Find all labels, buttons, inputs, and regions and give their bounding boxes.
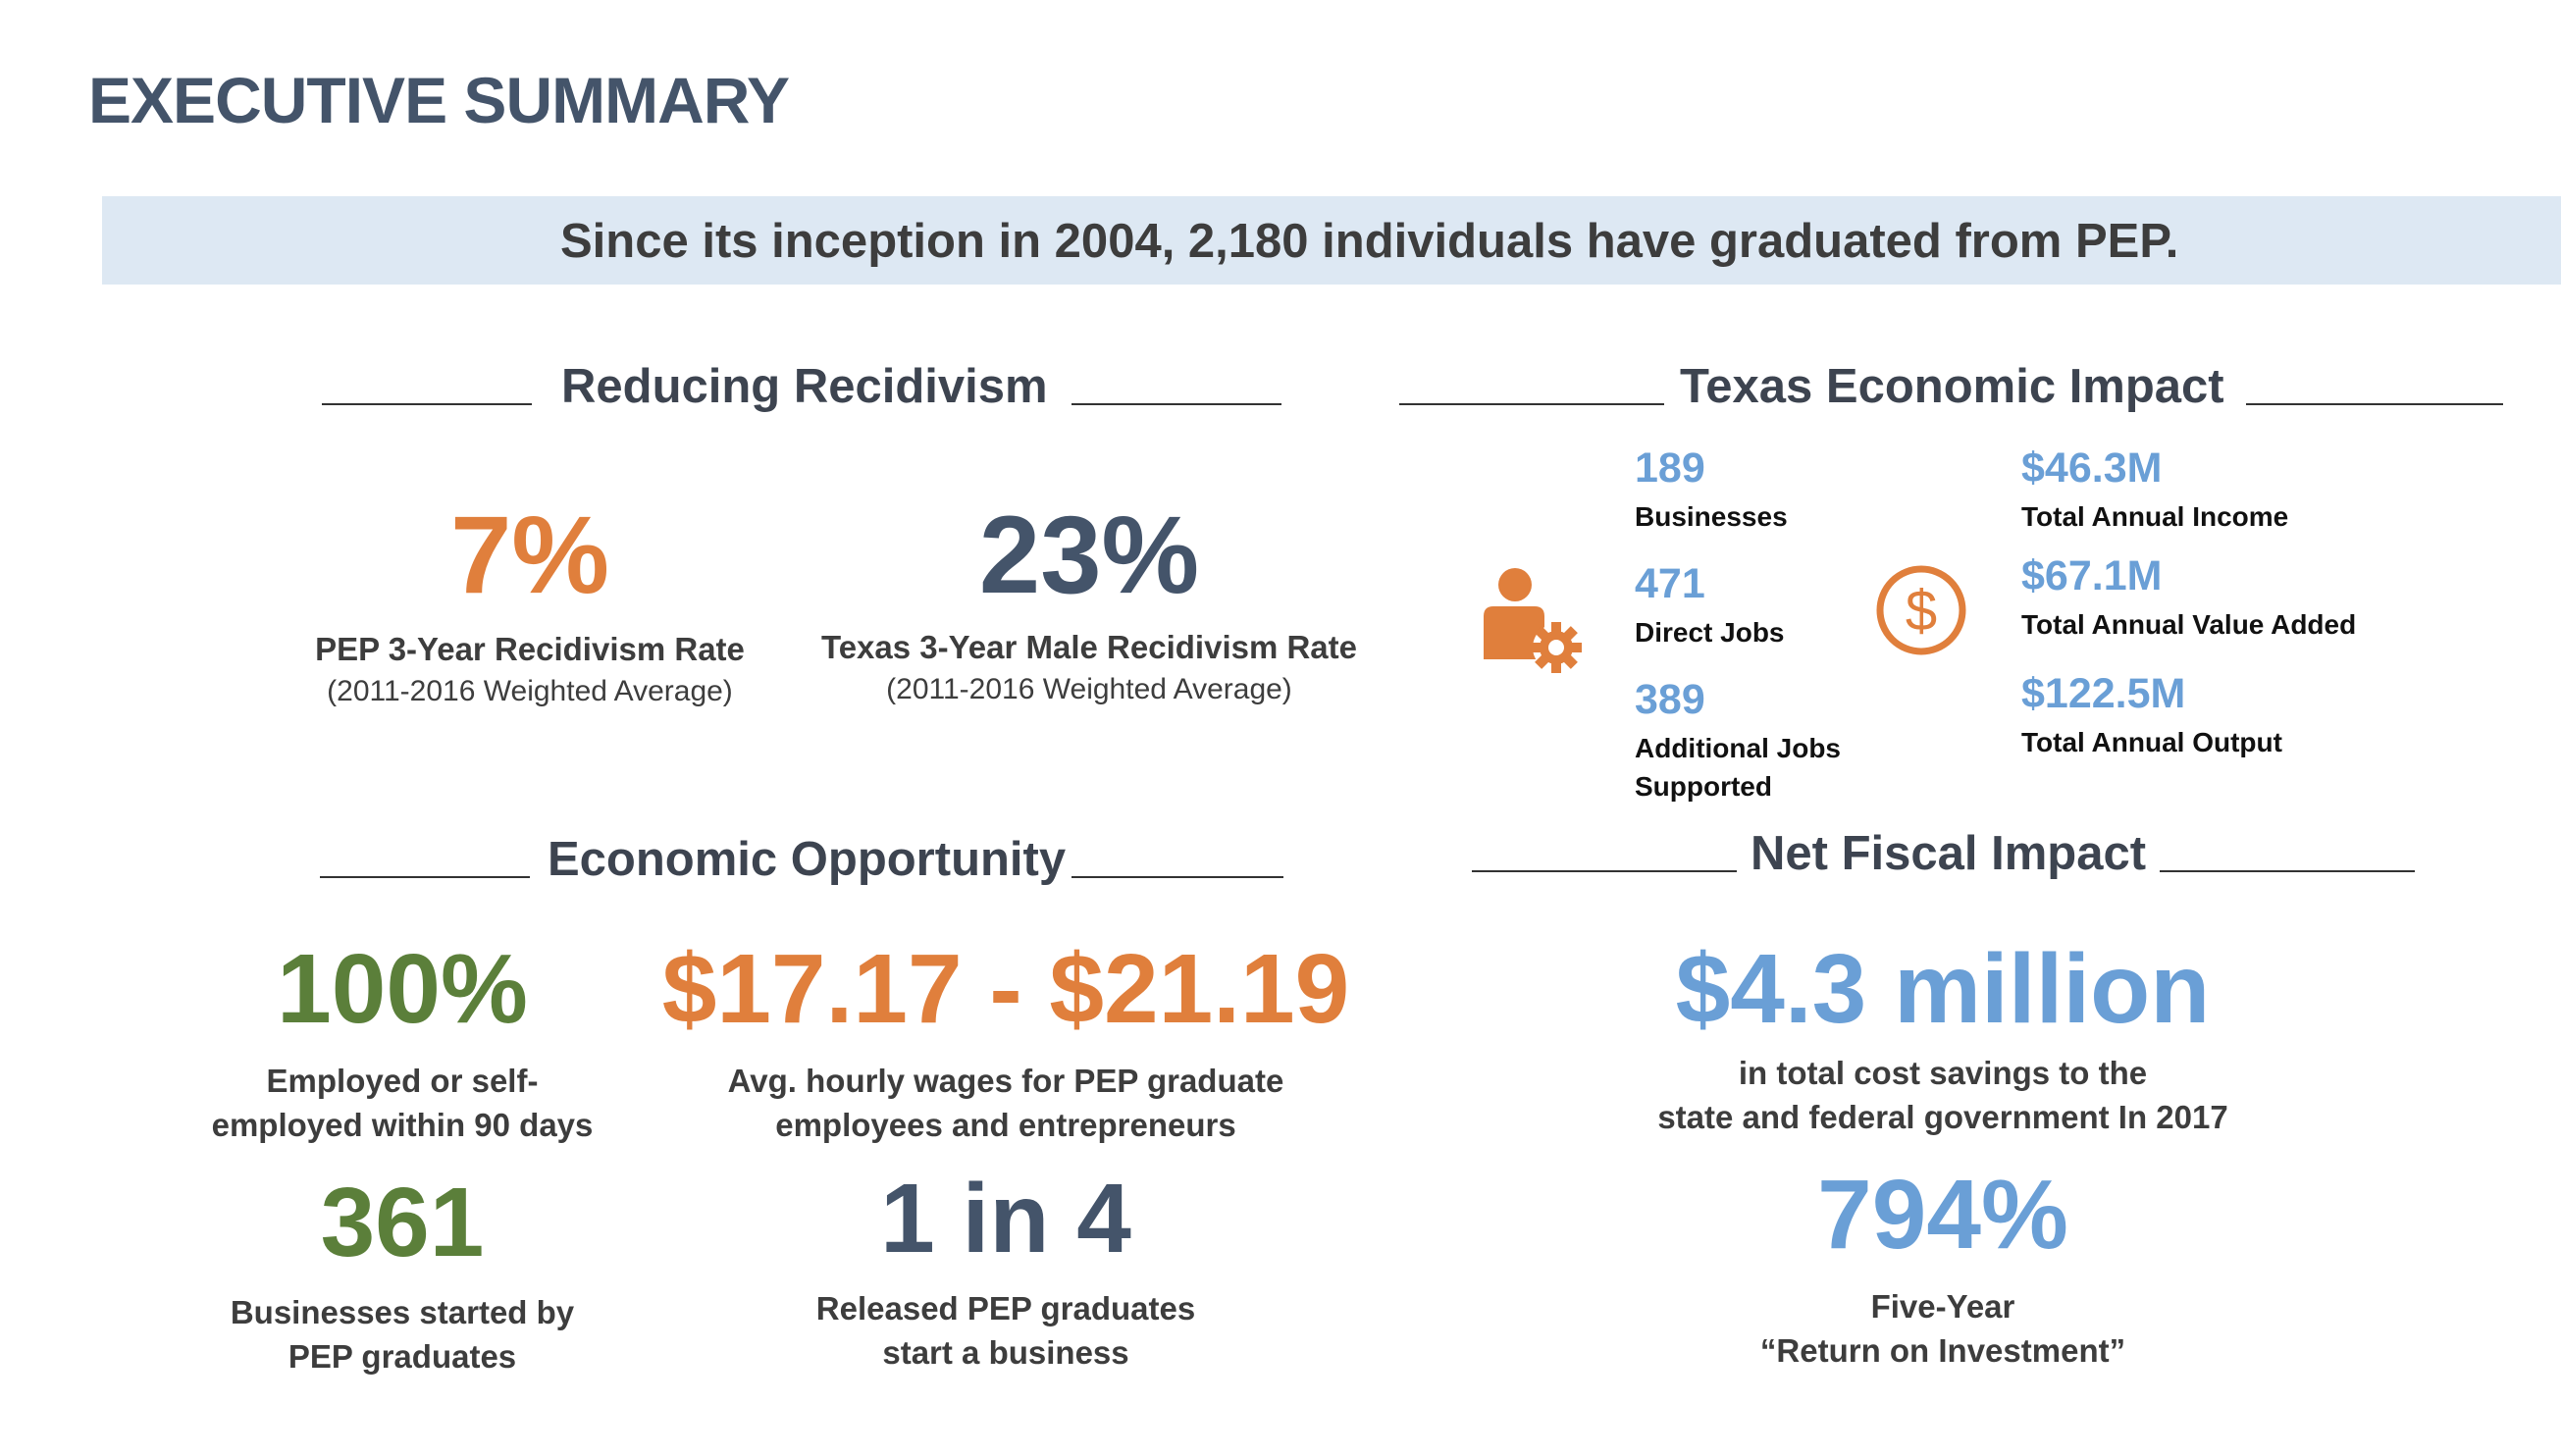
- cost-savings-value: $4.3 million: [1675, 934, 2211, 1044]
- economic-item: $67.1M Total Annual Value Added: [2021, 555, 2356, 673]
- texas-recidivism-stat: 23% Texas 3-Year Male Recidivism Rate (2…: [814, 500, 1364, 708]
- person-gear-icon: [1480, 567, 1588, 681]
- pep-recidivism-label: PEP 3-Year Recidivism Rate: [315, 631, 745, 667]
- economic-value: 471: [1635, 560, 1705, 607]
- businesses-started-line2: PEP graduates: [287, 1337, 517, 1375]
- ratio-line2: start a business: [882, 1333, 1129, 1371]
- heading-rule-right: [1071, 876, 1284, 878]
- economic-left-column: 189 Businesses 471 Direct Jobs 389 Addit…: [1635, 447, 1841, 806]
- employed-line1: Employed or self-: [266, 1063, 539, 1099]
- economic-impact-heading-text: Texas Economic Impact: [1680, 360, 2224, 413]
- ratio-stat: 1 in 4 Released PEP graduates start a bu…: [706, 1170, 1305, 1375]
- dollar-circle-icon: $: [1874, 563, 1968, 657]
- heading-rule-right: [1071, 403, 1281, 405]
- opportunity-heading-text: Economic Opportunity: [548, 833, 1067, 886]
- pep-recidivism-stat: 7% PEP 3-Year Recidivism Rate (2011-2016…: [285, 500, 775, 710]
- wages-line1: Avg. hourly wages for PEP graduate: [727, 1063, 1284, 1099]
- wages-line2: employees and entrepreneurs: [775, 1106, 1236, 1143]
- roi-line1: Five-Year: [1870, 1288, 2015, 1325]
- economic-label: Direct Jobs: [1635, 617, 1785, 648]
- fiscal-heading-text: Net Fiscal Impact: [1751, 827, 2147, 880]
- roi-line2: “Return on Investment”: [1759, 1331, 2126, 1369]
- economic-item: 471 Direct Jobs: [1635, 563, 1841, 679]
- economic-value: $67.1M: [2021, 552, 2163, 599]
- economic-label: Total Annual Income: [2021, 501, 2289, 532]
- roi-value: 794%: [1817, 1160, 2068, 1270]
- texas-recidivism-value: 23%: [978, 494, 1200, 616]
- wages-stat: $17.17 - $21.19 Avg. hourly wages for PE…: [618, 940, 1393, 1147]
- economic-value: 189: [1635, 444, 1705, 492]
- economic-right-column: $46.3M Total Annual Income $67.1M Total …: [2021, 447, 2356, 761]
- economic-label: Additional Jobs: [1635, 733, 1841, 763]
- fiscal-heading: Net Fiscal Impact: [1472, 826, 2416, 881]
- economic-item: $122.5M Total Annual Output: [2021, 673, 2356, 761]
- economic-label: Businesses: [1635, 501, 1788, 532]
- texas-recidivism-sub: (2011-2016 Weighted Average): [886, 672, 1292, 705]
- economic-label: Total Annual Value Added: [2021, 609, 2357, 640]
- roi-stat: 794% Five-Year “Return on Investment”: [1648, 1166, 2237, 1373]
- cost-savings-line1: in total cost savings to the: [1738, 1055, 2148, 1091]
- businesses-started-line1: Businesses started by: [230, 1294, 575, 1330]
- opportunity-heading: Economic Opportunity: [320, 832, 1284, 887]
- heading-rule-left: [320, 876, 530, 878]
- summary-banner: Since its inception in 2004, 2,180 indiv…: [102, 196, 2561, 285]
- cost-savings-line2: state and federal government In 2017: [1657, 1098, 2228, 1135]
- economic-impact-heading: Texas Economic Impact: [1399, 359, 2503, 414]
- wages-value: $17.17 - $21.19: [661, 934, 1350, 1044]
- page-title: EXECUTIVE SUMMARY: [88, 64, 790, 136]
- recidivism-heading: Reducing Recidivism: [322, 359, 1281, 414]
- economic-value: $122.5M: [2021, 670, 2186, 717]
- heading-rule-left: [1472, 870, 1737, 872]
- businesses-started-value: 361: [320, 1168, 485, 1277]
- ratio-line1: Released PEP graduates: [815, 1290, 1196, 1326]
- economic-item: 389 Additional Jobs Supported: [1635, 679, 1841, 806]
- economic-item: 189 Businesses: [1635, 447, 1841, 563]
- economic-value: 389: [1635, 676, 1705, 723]
- heading-rule-right: [2245, 403, 2503, 405]
- employed-value: 100%: [277, 934, 528, 1044]
- texas-recidivism-label: Texas 3-Year Male Recidivism Rate: [820, 629, 1357, 665]
- businesses-started-stat: 361 Businesses started by PEP graduates: [177, 1173, 628, 1378]
- pep-recidivism-sub: (2011-2016 Weighted Average): [327, 674, 733, 707]
- heading-rule-right: [2160, 870, 2416, 872]
- employed-line2: employed within 90 days: [211, 1106, 594, 1143]
- ratio-value: 1 in 4: [880, 1164, 1131, 1274]
- svg-text:$: $: [1906, 579, 1937, 643]
- heading-rule-left: [1399, 403, 1664, 405]
- employed-stat: 100% Employed or self- employed within 9…: [177, 940, 628, 1147]
- recidivism-heading-text: Reducing Recidivism: [561, 360, 1048, 413]
- heading-rule-left: [322, 403, 532, 405]
- banner-text: Since its inception in 2004, 2,180 indiv…: [560, 215, 2179, 268]
- economic-label-line2: Supported: [1635, 771, 1772, 803]
- economic-label: Total Annual Output: [2021, 727, 2282, 757]
- pep-recidivism-value: 7%: [450, 494, 609, 616]
- economic-value: $46.3M: [2021, 444, 2163, 492]
- economic-item: $46.3M Total Annual Income: [2021, 447, 2356, 555]
- cost-savings-stat: $4.3 million in total cost savings to th…: [1550, 940, 2335, 1139]
